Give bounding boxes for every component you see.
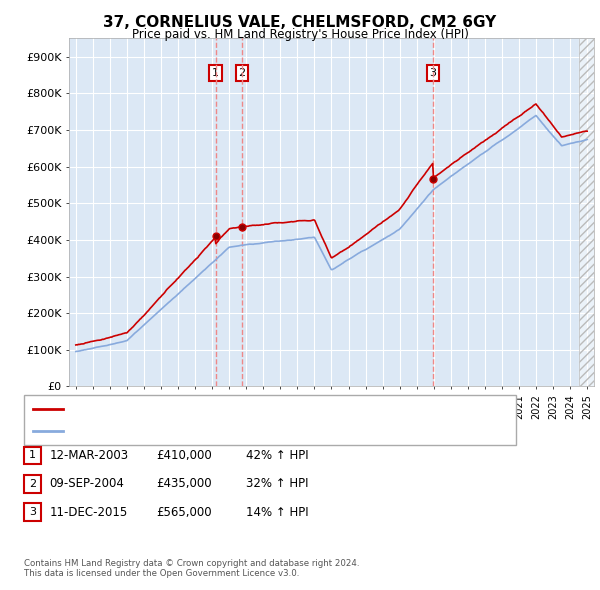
Text: 3: 3	[430, 68, 436, 78]
Text: 37, CORNELIUS VALE, CHELMSFORD, CM2 6GY: 37, CORNELIUS VALE, CHELMSFORD, CM2 6GY	[103, 15, 497, 30]
Text: £565,000: £565,000	[156, 506, 212, 519]
Text: 3: 3	[29, 507, 36, 517]
Text: 2: 2	[29, 479, 36, 489]
Text: 42% ↑ HPI: 42% ↑ HPI	[246, 449, 308, 462]
Text: £410,000: £410,000	[156, 449, 212, 462]
Text: 09-SEP-2004: 09-SEP-2004	[49, 477, 124, 490]
Bar	[578, 38, 600, 386]
Text: Contains HM Land Registry data © Crown copyright and database right 2024.: Contains HM Land Registry data © Crown c…	[24, 559, 359, 568]
Text: 37, CORNELIUS VALE, CHELMSFORD, CM2 6GY (detached house): 37, CORNELIUS VALE, CHELMSFORD, CM2 6GY …	[69, 404, 405, 414]
Text: 1: 1	[212, 68, 219, 78]
Text: 1: 1	[29, 451, 36, 460]
Text: 11-DEC-2015: 11-DEC-2015	[49, 506, 127, 519]
Text: Price paid vs. HM Land Registry's House Price Index (HPI): Price paid vs. HM Land Registry's House …	[131, 28, 469, 41]
Text: 2: 2	[238, 68, 245, 78]
Text: This data is licensed under the Open Government Licence v3.0.: This data is licensed under the Open Gov…	[24, 569, 299, 578]
Text: 32% ↑ HPI: 32% ↑ HPI	[246, 477, 308, 490]
Text: 14% ↑ HPI: 14% ↑ HPI	[246, 506, 308, 519]
Bar	[578, 38, 600, 386]
Text: 12-MAR-2003: 12-MAR-2003	[49, 449, 128, 462]
Text: HPI: Average price, detached house, Chelmsford: HPI: Average price, detached house, Chel…	[69, 427, 322, 437]
Text: £435,000: £435,000	[156, 477, 212, 490]
